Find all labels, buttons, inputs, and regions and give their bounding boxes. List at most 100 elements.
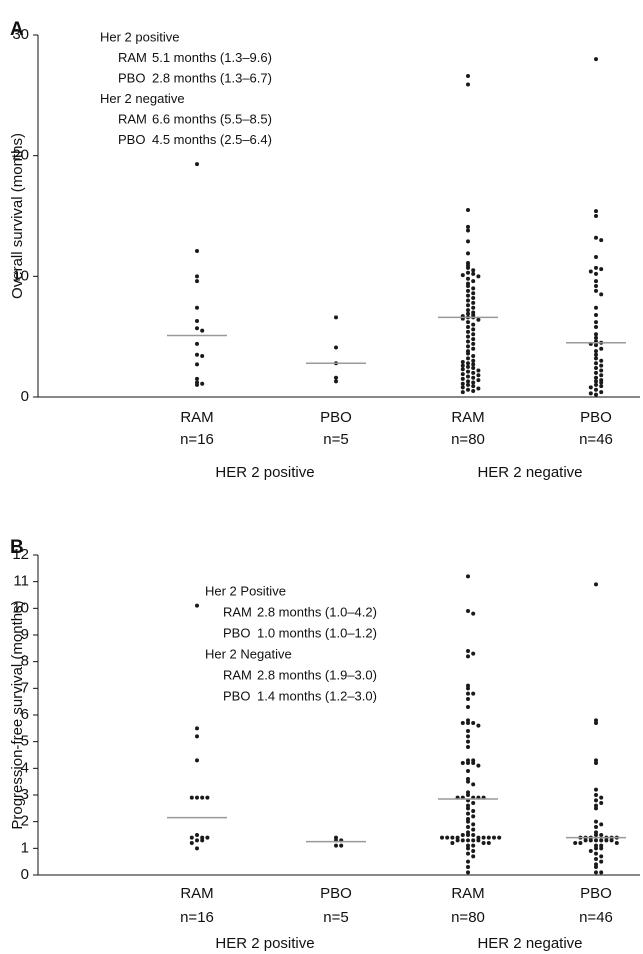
data-point [466,224,470,229]
data-point [594,283,598,288]
category-label: PBO [580,885,612,902]
y-tick-label: 7 [21,679,29,696]
data-point [471,822,476,827]
data-point [466,387,470,392]
data-point [450,841,455,845]
y-tick-label: 20 [12,147,29,164]
y-tick-label: 10 [12,599,29,616]
data-point [471,849,476,853]
data-point [599,358,604,363]
data-point [334,315,338,320]
data-point [445,835,450,840]
data-point [466,379,470,384]
data-point [205,795,210,800]
annotation-value: 1.4 months (1.2–3.0) [257,688,377,703]
data-point [195,341,199,346]
data-point [471,305,476,310]
data-point [471,332,476,337]
data-point [594,787,598,792]
annotation-value: 2.8 months (1.3–6.7) [152,70,272,85]
data-point [466,270,470,275]
data-point [588,269,593,274]
annotation-arm: RAM [118,50,147,65]
data-point [471,300,476,305]
data-point [466,833,470,837]
data-point [466,691,470,696]
data-point [599,846,604,851]
data-point [594,214,598,218]
data-point [460,376,465,381]
data-point [594,361,598,366]
data-point [466,82,470,87]
data-point [466,251,470,256]
annotation-value: 4.5 months (2.5–6.4) [152,132,272,147]
data-point [594,209,598,214]
panel-letter: A [10,19,24,40]
data-point [594,370,598,375]
data-point [195,362,199,367]
data-point [195,279,199,284]
y-tick-label: 9 [21,626,29,643]
data-point [599,368,604,373]
data-point [471,809,476,813]
data-point [189,835,194,840]
data-point [195,382,199,387]
data-point [471,337,476,342]
data-point [471,286,476,291]
data-point [460,833,465,837]
category-label: RAM [451,885,484,902]
data-point [460,838,465,843]
data-point [460,363,465,368]
data-point [614,841,619,845]
data-point [471,279,476,284]
data-point [466,276,470,281]
data-point [195,352,199,357]
data-point [471,341,476,346]
data-point [594,352,598,357]
data-point [200,838,205,843]
category-label: PBO [580,409,612,426]
n-label: n=16 [180,909,214,926]
category-label: PBO [320,885,352,902]
annotation-arm: PBO [223,688,250,703]
data-point [471,271,476,276]
data-point [195,734,199,739]
data-point [195,326,199,331]
y-tick-label: 1 [21,839,29,856]
data-point [466,325,470,330]
n-label: n=80 [451,909,485,926]
data-point [471,827,476,832]
data-point [466,369,470,374]
category-label: RAM [451,409,484,426]
y-axis-label: Overall survival (months) [9,133,26,299]
data-point [195,833,199,837]
data-point [599,373,604,378]
data-point [466,649,470,653]
annotation-arm: PBO [223,625,250,640]
data-point [594,851,598,856]
data-point [189,841,194,845]
data-point [466,364,470,369]
data-point [471,833,476,837]
group-label: HER 2 negative [477,935,582,952]
data-point [466,288,470,293]
data-point [200,328,205,333]
data-point [466,609,470,613]
data-point [471,358,476,363]
data-point [594,721,598,725]
y-tick-label: 4 [21,759,29,776]
data-point [599,854,604,859]
data-point [594,798,598,803]
data-point [466,745,470,749]
data-point [466,308,470,313]
data-point [466,298,470,303]
y-tick-label: 10 [12,267,29,284]
data-point [594,332,598,337]
data-point [578,841,583,845]
y-tick-label: 8 [21,653,29,670]
data-point [466,311,470,316]
data-point [466,739,470,744]
data-point [476,378,481,383]
data-point [466,74,470,79]
